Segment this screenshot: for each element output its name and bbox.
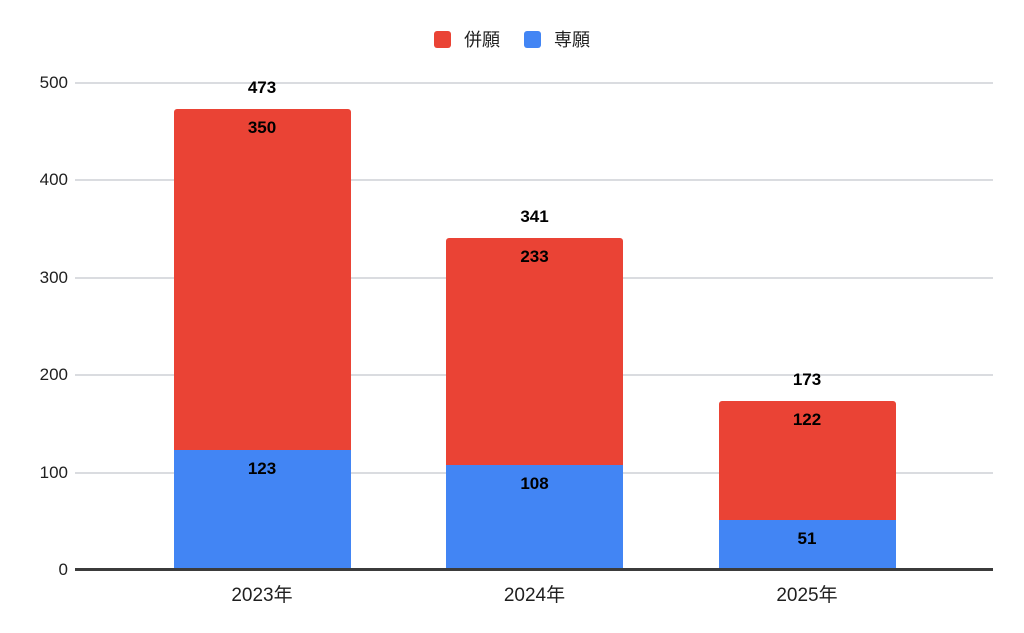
gridline: [75, 82, 993, 84]
y-axis-tick-label: 300: [39, 267, 68, 287]
gridline: [75, 179, 993, 182]
bar-segment-heigan: [718, 401, 896, 521]
chart-legend: 併願 専願: [0, 26, 1024, 52]
legend-label: 併願: [464, 30, 500, 50]
sengan-value-label: 108: [520, 473, 549, 493]
sengan-value-label: 123: [247, 459, 277, 479]
heigan-value-label: 233: [520, 246, 549, 266]
legend-swatch-icon: [434, 30, 451, 48]
total-value-label: 473: [247, 78, 277, 98]
y-axis-tick-label: 100: [39, 462, 68, 482]
bar-segment-sengan: [718, 520, 896, 569]
y-axis-tick-label: 200: [39, 365, 68, 385]
y-axis-tick-label: 500: [39, 73, 68, 92]
bar-segment-sengan: [446, 464, 623, 569]
y-axis-tick-label: 0: [58, 560, 68, 579]
bar-segment-heigan: [446, 237, 623, 465]
legend-label: 専願: [554, 30, 590, 50]
bar-segment-heigan: [173, 109, 351, 451]
y-axis-tick-label: 400: [39, 170, 68, 190]
legend-item-1: 専願: [524, 26, 590, 52]
total-value-label: 341: [520, 206, 549, 226]
heigan-value-label: 122: [792, 410, 822, 430]
x-axis-category-label: 2025年: [776, 585, 838, 606]
legend-item-0: 併願: [434, 26, 500, 52]
bar-segment-sengan: [173, 450, 351, 569]
heigan-value-label: 350: [247, 118, 277, 138]
x-axis-line: [75, 568, 993, 571]
total-value-label: 173: [792, 370, 822, 390]
x-axis-category-label: 2024年: [503, 585, 566, 606]
x-axis-category-label: 2023年: [231, 585, 293, 606]
legend-swatch-icon: [524, 30, 541, 48]
sengan-value-label: 51: [797, 529, 817, 549]
